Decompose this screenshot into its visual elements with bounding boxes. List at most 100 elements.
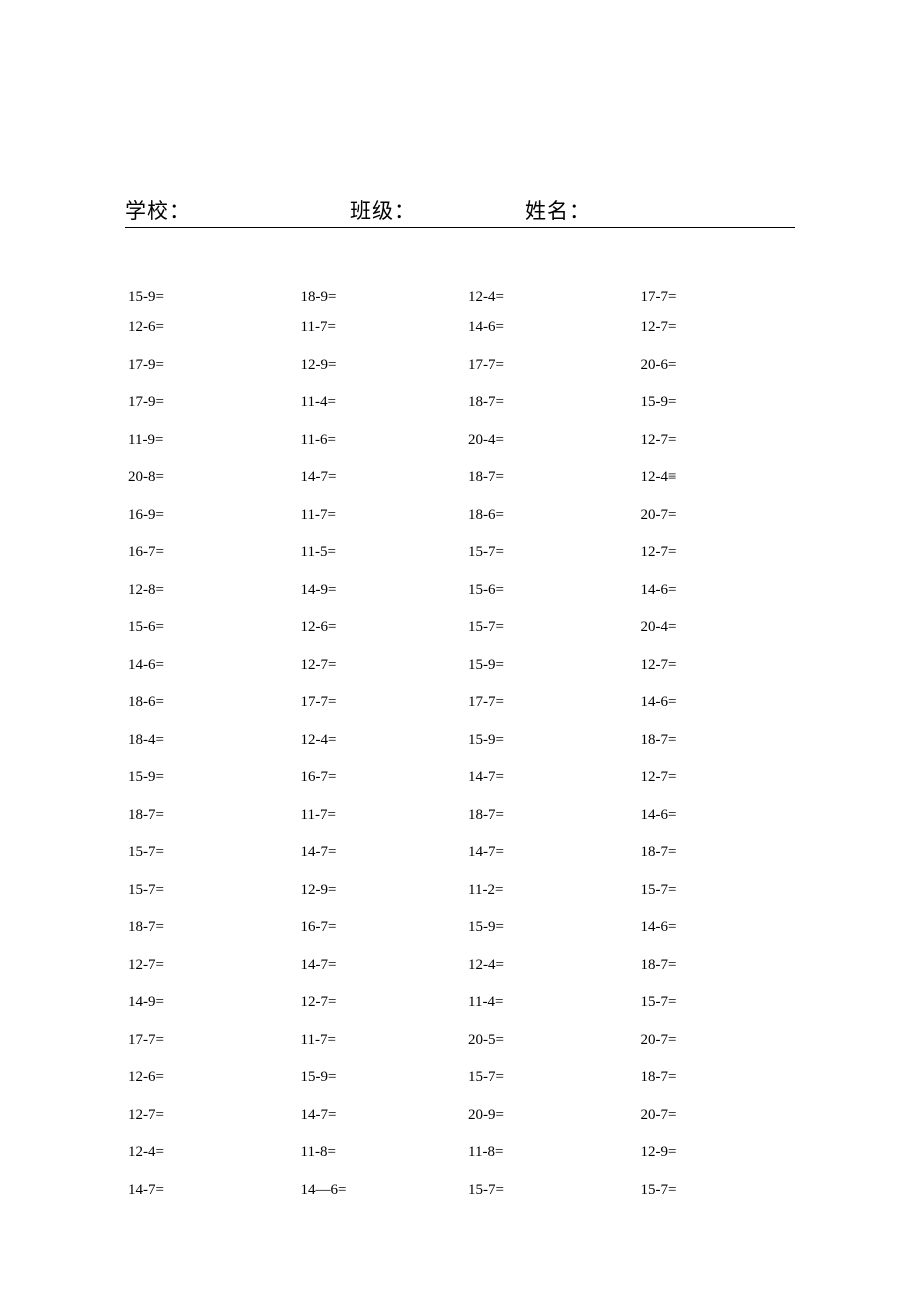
problem-cell: 11-8=	[293, 1141, 461, 1179]
problem-cell: 14-7=	[293, 466, 461, 504]
problem-cell: 14-6=	[628, 916, 796, 954]
problem-cell: 11-4=	[293, 391, 461, 429]
problem-cell: 11-8=	[460, 1141, 628, 1179]
problem-cell: 14-9=	[125, 991, 293, 1029]
problem-cell: 12-7=	[628, 429, 796, 467]
problem-cell: 17-7=	[293, 691, 461, 729]
problem-cell: 14-7=	[460, 766, 628, 804]
problem-cell: 11-6=	[293, 429, 461, 467]
problem-cell: 12-6=	[293, 616, 461, 654]
problem-cell: 12-7=	[628, 766, 796, 804]
problem-cell: 15-7=	[460, 616, 628, 654]
school-label: 学校：	[125, 195, 350, 225]
problem-cell: 16-7=	[293, 916, 461, 954]
problem-cell: 11-7=	[293, 316, 461, 354]
problem-cell: 18-9=	[293, 286, 461, 316]
problem-cell: 12-7=	[628, 654, 796, 692]
problem-cell: 17-7=	[460, 691, 628, 729]
problem-cell: 12-7=	[125, 954, 293, 992]
problem-cell: 12-4=	[460, 286, 628, 316]
problem-cell: 12-7=	[293, 991, 461, 1029]
problem-cell: 12-4≡	[628, 466, 796, 504]
problem-cell: 20-7=	[628, 1104, 796, 1142]
problem-cell: 15-7=	[125, 841, 293, 879]
problem-cell: 15-7=	[460, 1066, 628, 1104]
problem-cell: 15-7=	[460, 1179, 628, 1217]
problem-cell: 15-9=	[460, 729, 628, 767]
problem-cell: 14—6=	[293, 1179, 461, 1217]
problem-cell: 12-7=	[125, 1104, 293, 1142]
problem-cell: 17-7=	[125, 1029, 293, 1067]
problem-cell: 11-7=	[293, 504, 461, 542]
problem-cell: 18-7=	[460, 804, 628, 842]
problem-cell: 18-6=	[460, 504, 628, 542]
problem-cell: 14-6=	[628, 804, 796, 842]
problem-cell: 11-9=	[125, 429, 293, 467]
problem-cell: 11-7=	[293, 804, 461, 842]
problem-cell: 15-7=	[628, 991, 796, 1029]
problem-cell: 12-4=	[460, 954, 628, 992]
problem-cell: 15-7=	[125, 879, 293, 917]
problem-cell: 18-7=	[628, 1066, 796, 1104]
problem-cell: 12-4=	[125, 1141, 293, 1179]
problem-cell: 17-9=	[125, 354, 293, 392]
problem-cell: 15-6=	[460, 579, 628, 617]
problem-cell: 18-7=	[125, 804, 293, 842]
problem-cell: 14-9=	[293, 579, 461, 617]
problem-cell: 20-4=	[460, 429, 628, 467]
problem-cell: 17-7=	[460, 354, 628, 392]
problem-cell: 12-6=	[125, 316, 293, 354]
problem-cell: 14-7=	[293, 1104, 461, 1142]
problem-cell: 15-9=	[125, 766, 293, 804]
problem-cell: 14-7=	[293, 954, 461, 992]
problem-cell: 20-5=	[460, 1029, 628, 1067]
problem-cell: 15-9=	[293, 1066, 461, 1104]
problem-cell: 15-9=	[628, 391, 796, 429]
problem-cell: 15-7=	[460, 541, 628, 579]
worksheet-page: 学校： 班级： 姓名： 15-9=18-9=12-4=17-7=12-6=11-…	[0, 0, 920, 1216]
problem-cell: 15-9=	[460, 654, 628, 692]
problem-cell: 12-7=	[293, 654, 461, 692]
problem-cell: 14-7=	[293, 841, 461, 879]
problem-cell: 12-7=	[628, 316, 796, 354]
problem-cell: 18-7=	[628, 954, 796, 992]
problem-cell: 18-7=	[628, 729, 796, 767]
problem-cell: 18-7=	[628, 841, 796, 879]
header-row: 学校： 班级： 姓名：	[125, 195, 795, 228]
problem-cell: 12-9=	[293, 879, 461, 917]
problem-cell: 20-7=	[628, 504, 796, 542]
problem-cell: 11-2=	[460, 879, 628, 917]
problem-cell: 18-4=	[125, 729, 293, 767]
problem-cell: 12-9=	[293, 354, 461, 392]
problem-cell: 11-5=	[293, 541, 461, 579]
problems-grid: 15-9=18-9=12-4=17-7=12-6=11-7=14-6=12-7=…	[125, 286, 795, 1216]
problem-cell: 18-7=	[460, 466, 628, 504]
problem-cell: 11-7=	[293, 1029, 461, 1067]
problem-cell: 20-4=	[628, 616, 796, 654]
problem-cell: 14-6=	[628, 691, 796, 729]
name-label: 姓名：	[525, 195, 795, 225]
problem-cell: 15-6=	[125, 616, 293, 654]
problem-cell: 12-7=	[628, 541, 796, 579]
problem-cell: 12-4=	[293, 729, 461, 767]
problem-cell: 14-7=	[125, 1179, 293, 1217]
problem-cell: 20-9=	[460, 1104, 628, 1142]
problem-cell: 20-6=	[628, 354, 796, 392]
class-label: 班级：	[350, 195, 525, 225]
problem-cell: 12-6=	[125, 1066, 293, 1104]
problem-cell: 11-4=	[460, 991, 628, 1029]
problem-cell: 14-7=	[460, 841, 628, 879]
problem-cell: 16-9=	[125, 504, 293, 542]
problem-cell: 12-8=	[125, 579, 293, 617]
problem-cell: 17-9=	[125, 391, 293, 429]
problem-cell: 14-6=	[125, 654, 293, 692]
problem-cell: 12-9=	[628, 1141, 796, 1179]
problem-cell: 15-9=	[460, 916, 628, 954]
problem-cell: 15-9=	[125, 286, 293, 316]
problem-cell: 17-7=	[628, 286, 796, 316]
problem-cell: 18-7=	[460, 391, 628, 429]
problem-cell: 16-7=	[293, 766, 461, 804]
problem-cell: 14-6=	[460, 316, 628, 354]
problem-cell: 14-6=	[628, 579, 796, 617]
problem-cell: 15-7=	[628, 879, 796, 917]
